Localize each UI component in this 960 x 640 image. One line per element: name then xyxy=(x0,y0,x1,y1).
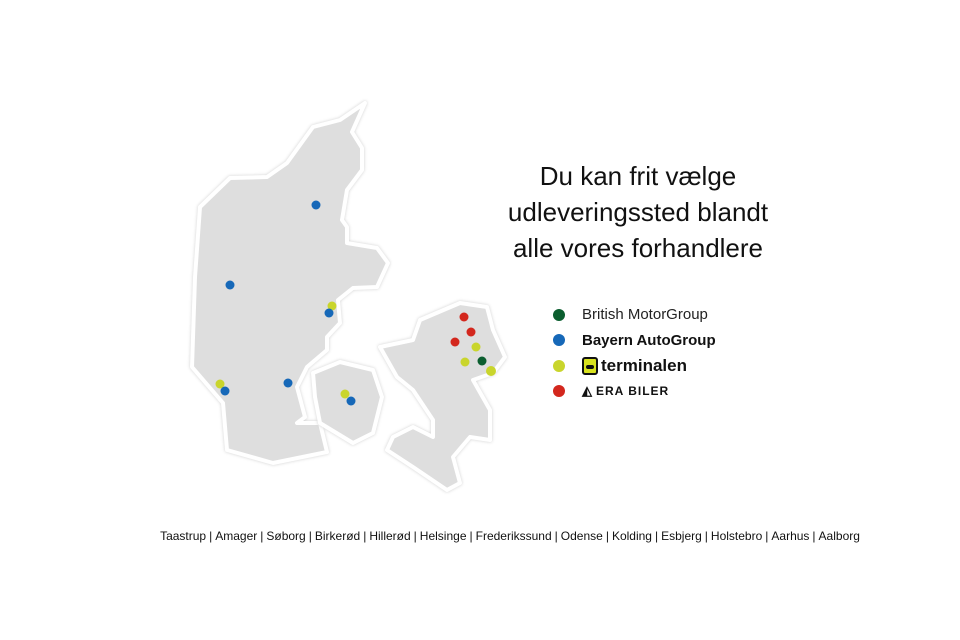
legend-item-bayern-autogroup: Bayern AutoGroup xyxy=(553,328,716,354)
city-name: Birkerød xyxy=(314,529,361,543)
dealer-marker-british xyxy=(477,356,487,366)
city-name: Aarhus xyxy=(771,529,810,543)
region-jutland xyxy=(190,101,390,465)
separator: | xyxy=(413,529,417,543)
headline: Du kan frit vælge udleveringssted blandt… xyxy=(478,158,798,266)
separator: | xyxy=(554,529,558,543)
separator: | xyxy=(308,529,312,543)
city-name: Hillerød xyxy=(369,529,411,543)
blue-dot-icon xyxy=(553,334,565,347)
city-name: Søborg xyxy=(266,529,306,543)
separator: | xyxy=(363,529,367,543)
legend-item-terminalen: terminalen xyxy=(553,353,716,379)
dealer-marker-terminalen xyxy=(327,301,337,311)
dealer-marker-bayern xyxy=(283,378,293,388)
dealer-marker-bayern xyxy=(311,200,321,210)
legend-item-british-motorgroup: British MotorGroup xyxy=(553,302,716,328)
dealer-marker-terminalen xyxy=(471,342,481,352)
separator: | xyxy=(704,529,708,543)
separator: | xyxy=(654,529,659,543)
legend-label: Bayern AutoGroup xyxy=(582,331,716,349)
legend: British MotorGroup Bayern AutoGroup term… xyxy=(553,302,716,404)
headline-line: alle vores forhandlere xyxy=(512,233,764,263)
city-name: Frederikssund xyxy=(475,529,552,543)
headline-line: udleveringssted blandt xyxy=(507,197,769,227)
city-name: Kolding xyxy=(611,529,652,543)
dealer-marker-terminalen xyxy=(460,357,470,367)
dealer-marker-bayern xyxy=(220,386,230,396)
separator: | xyxy=(469,529,473,543)
city-name: Amager xyxy=(215,529,258,543)
dealer-marker-bayern xyxy=(346,396,356,406)
separator: | xyxy=(605,529,609,543)
green-dot-icon xyxy=(553,308,565,321)
city-list: Taastrup | Amager | Søborg | Birkerød | Hillerød… xyxy=(0,529,960,543)
dealer-marker-terminalen xyxy=(215,379,225,389)
dealer-marker-era xyxy=(466,327,476,337)
legend-item-era-biler: ◭ ERA BILER xyxy=(553,379,716,405)
headline-line: Du kan frit vælge xyxy=(539,161,737,191)
legend-label: ERA BILER xyxy=(596,384,670,399)
dealer-marker-bayern xyxy=(324,308,334,318)
dealer-marker-era xyxy=(459,312,469,322)
city-name: Holstebro xyxy=(710,529,763,543)
city-name: Taastrup xyxy=(160,529,207,543)
city-name: Aalborg xyxy=(818,529,860,543)
city-name: Odense xyxy=(560,529,603,543)
dealer-marker-era xyxy=(450,337,460,347)
red-dot-icon xyxy=(553,385,565,398)
yellow-dot-icon xyxy=(553,359,565,372)
separator: | xyxy=(812,529,816,543)
separator: | xyxy=(260,529,264,543)
dealer-marker-bayern xyxy=(225,280,235,290)
legend-label: British MotorGroup xyxy=(582,306,708,324)
terminalen-logo-icon xyxy=(582,356,598,375)
separator: | xyxy=(209,529,213,543)
dealer-markers xyxy=(215,200,496,406)
era-logo-icon: ◭ xyxy=(582,383,593,399)
legend-label: terminalen xyxy=(601,355,687,375)
city-name: Helsinge xyxy=(419,529,467,543)
city-name: Esbjerg xyxy=(661,529,702,543)
dealer-marker-terminalen xyxy=(340,389,350,399)
dealer-marker-terminalen xyxy=(486,366,496,376)
separator: | xyxy=(765,529,769,543)
region-zealand xyxy=(378,301,507,492)
